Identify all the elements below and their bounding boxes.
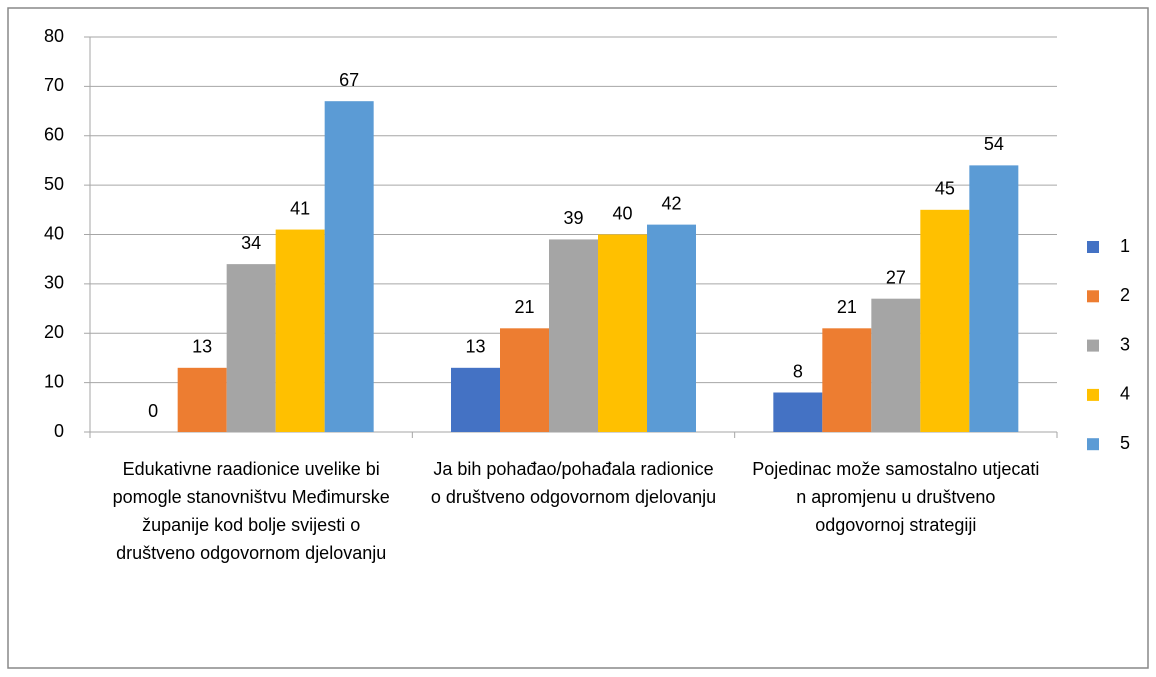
value-label: 39 <box>563 208 583 228</box>
value-label: 45 <box>935 179 955 199</box>
y-tick-label: 70 <box>44 75 64 95</box>
y-tick-label: 40 <box>44 223 64 243</box>
bar <box>871 298 921 432</box>
bar <box>969 165 1019 432</box>
y-tick-label: 20 <box>44 322 64 342</box>
legend-label: 4 <box>1120 384 1130 404</box>
y-tick-label: 0 <box>54 421 64 441</box>
bar <box>773 392 823 432</box>
value-label: 67 <box>339 70 359 90</box>
value-label: 21 <box>837 297 857 317</box>
legend-label: 5 <box>1120 433 1130 453</box>
bar <box>920 209 970 432</box>
y-tick-label: 80 <box>44 26 64 46</box>
legend-swatch <box>1087 388 1099 401</box>
value-label: 8 <box>793 361 803 381</box>
bar <box>226 264 276 432</box>
value-label: 13 <box>465 337 485 357</box>
bar <box>822 328 872 432</box>
legend-label: 1 <box>1120 236 1130 256</box>
bar <box>647 224 696 432</box>
x-tick-label: Ja bih pohađao/pohađala radionice o druš… <box>430 459 717 507</box>
legend-swatch <box>1087 241 1099 253</box>
legend-swatch <box>1087 339 1099 352</box>
y-tick-label: 50 <box>44 174 64 194</box>
value-label: 40 <box>612 203 632 223</box>
y-tick-label: 60 <box>44 125 64 145</box>
bar <box>324 101 374 432</box>
bar <box>177 367 227 432</box>
value-label: 42 <box>661 193 681 213</box>
value-label: 41 <box>290 198 310 218</box>
legend-swatch <box>1087 438 1099 451</box>
bar <box>549 239 598 432</box>
value-label: 21 <box>514 297 534 317</box>
legend-label: 3 <box>1120 334 1130 354</box>
bar <box>500 328 549 432</box>
bar <box>451 367 500 432</box>
y-tick-label: 10 <box>44 371 64 391</box>
legend-swatch <box>1087 290 1099 303</box>
bar <box>275 229 325 432</box>
x-tick-label: Pojedinac može samostalno utjecati n apr… <box>752 459 1040 535</box>
x-tick-label: Edukativne raadionice uvelike bi pomogle… <box>112 459 390 563</box>
value-label: 27 <box>886 267 906 287</box>
value-label: 54 <box>984 134 1004 154</box>
bar <box>598 234 647 432</box>
value-label: 13 <box>192 337 212 357</box>
value-label: 0 <box>148 401 158 421</box>
value-label: 34 <box>241 233 261 253</box>
legend-label: 2 <box>1120 285 1130 305</box>
y-tick-label: 30 <box>44 273 64 293</box>
